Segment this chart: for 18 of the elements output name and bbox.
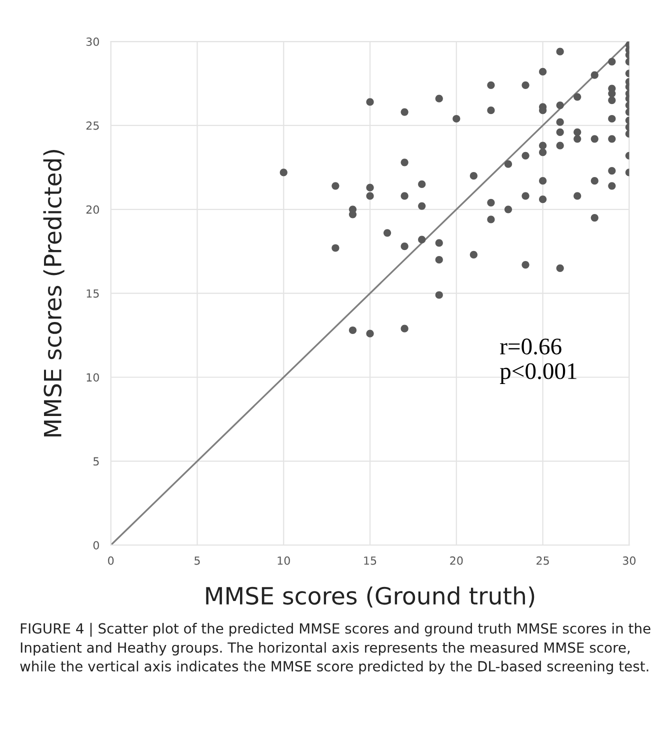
y-tick-label: 15: [86, 289, 99, 298]
caption: FIGURE 4 | Scatter plot of the predicted MMSE scores and ground truth MMSE scores in the Inpatient and Heathy groups. The horizontal axis represents the measured MMSE score, while the vertical axis indicates the MMSE score predicted by the DL-based screening test.: [20, 622, 650, 674]
y-tick-label: 10: [86, 373, 99, 382]
x-tick-label: 20: [450, 556, 463, 565]
y-axis-title: MMSE scores (Predicted): [43, 150, 64, 436]
x-tick-label: 0: [108, 556, 114, 565]
x-tick-label: 10: [278, 556, 290, 565]
y-tick-label: 20: [86, 205, 99, 214]
y-tick-label: 25: [86, 121, 99, 130]
x-tick-label: 15: [364, 556, 376, 565]
y-tick-label: 5: [94, 457, 99, 466]
x-tick-label: 25: [536, 556, 549, 565]
y-tick-label: 30: [86, 38, 99, 46]
x-axis-title: MMSE scores (Ground truth): [206, 586, 534, 608]
y-tick-label: 0: [93, 541, 99, 550]
annotation: r=0.66 p<0.001: [500, 338, 576, 384]
x-tick-label: 5: [194, 556, 200, 565]
x-tick-label: 30: [622, 556, 636, 565]
